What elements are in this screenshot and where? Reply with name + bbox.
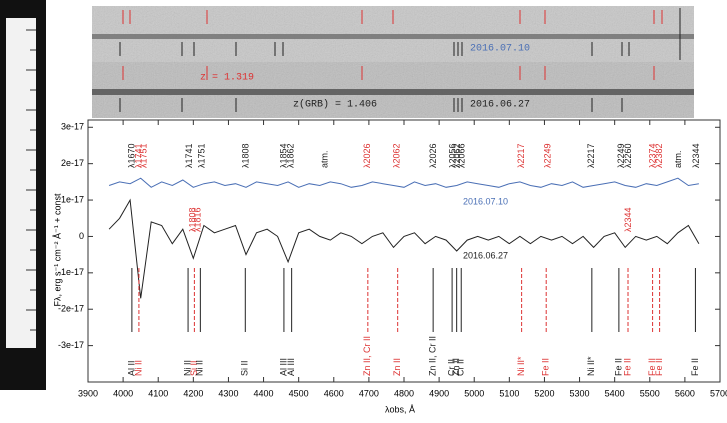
x-tick-label: 4400	[254, 388, 274, 398]
y-tick-label: -2e-17	[58, 304, 84, 314]
x-tick-label: 5700	[710, 388, 727, 398]
x-tick-label: 4800	[394, 388, 414, 398]
image-label: 2016.07.10	[470, 44, 530, 55]
line-label: λ2249	[542, 143, 552, 168]
x-tick-label: 4600	[324, 388, 344, 398]
x-tick-label: 5200	[534, 388, 554, 398]
x-tick-label: 4100	[148, 388, 168, 398]
x-tick-label: 5500	[640, 388, 660, 398]
line-label: atm.	[673, 150, 683, 168]
line-label: λ1808	[240, 143, 250, 168]
trace	[92, 34, 694, 39]
line-label: atm.	[319, 150, 329, 168]
line-label: λ2062	[391, 143, 401, 168]
line-id-label: Ni II	[195, 360, 205, 376]
line-id-label: Zn II, Cr II	[428, 336, 438, 376]
spectra-images: 2016.07.10 z = 1.319 z(GRB) = 1.406 2016…	[92, 6, 694, 118]
y-axis-label: Fλ, erg s⁻¹ cm⁻² Å⁻¹ + const	[52, 193, 62, 307]
line-label: λ1751	[196, 143, 206, 168]
line-id-label: Fe II	[654, 358, 664, 376]
line-label: λ2217	[586, 143, 596, 168]
series-label: 2016.07.10	[463, 196, 508, 206]
x-tick-label: 4200	[183, 388, 203, 398]
line-label: λ2026	[428, 143, 438, 168]
x-tick-label: 5100	[499, 388, 519, 398]
line-label: λ2026	[362, 143, 372, 168]
line-label: λ2344	[691, 143, 701, 168]
line-id-label: Al III	[286, 358, 296, 376]
x-tick-label: 5300	[570, 388, 590, 398]
line-id-label: Fe II	[622, 358, 632, 376]
x-tick-label: 5000	[464, 388, 484, 398]
x-tick-label: 4000	[113, 388, 133, 398]
x-tick-label: 4900	[429, 388, 449, 398]
line-id-label: Cr II	[456, 359, 466, 376]
image-label: z = 1.319	[200, 73, 254, 84]
trace	[92, 89, 694, 95]
y-tick-label: -3e-17	[58, 340, 84, 350]
x-tick-label: 5400	[605, 388, 625, 398]
x-tick-label: 4500	[289, 388, 309, 398]
x-axis-label: λobs, Å	[385, 404, 415, 414]
line-id-label: Fe II	[690, 358, 700, 376]
line-id-label: Fe II	[541, 358, 551, 376]
image-label: 2016.06.27	[470, 100, 530, 111]
x-tick-label: 3900	[78, 388, 98, 398]
line-label: λ2066	[457, 143, 467, 168]
y-tick-label: 1e-17	[61, 194, 84, 204]
line-id-label: Zn II, Cr II	[362, 336, 372, 376]
series-label: 2016.06.27	[463, 250, 508, 260]
line-label: λ2382	[654, 143, 664, 168]
x-tick-label: 4700	[359, 388, 379, 398]
line-label: λ2344	[623, 207, 633, 232]
y-tick-label: 0	[79, 231, 84, 241]
image-label: z(GRB) = 1.406	[293, 99, 377, 111]
line-id-label: Ni II*	[586, 356, 596, 376]
line-id-label: Zn II	[392, 358, 402, 376]
x-tick-label: 5600	[675, 388, 695, 398]
y-tick-label: 3e-17	[61, 122, 84, 132]
x-tick-label: 4300	[218, 388, 238, 398]
line-id-label: Si II	[240, 360, 250, 376]
line-label: λ2217	[516, 143, 526, 168]
figure: 2016.07.10 z = 1.319 z(GRB) = 1.406 2016…	[0, 0, 727, 423]
line-id-label: Ni II	[133, 360, 143, 376]
line-label: λ1862	[285, 143, 295, 168]
line-label: λ1741	[184, 143, 194, 168]
y-tick-label: -1e-17	[58, 267, 84, 277]
y-tick-label: 2e-17	[61, 158, 84, 168]
line-label: λ1751	[139, 143, 149, 168]
line-label: λ2260	[623, 143, 633, 168]
line-label: λ1816	[193, 207, 203, 232]
line-id-label: Ni II*	[516, 356, 526, 376]
ruler	[6, 18, 36, 348]
